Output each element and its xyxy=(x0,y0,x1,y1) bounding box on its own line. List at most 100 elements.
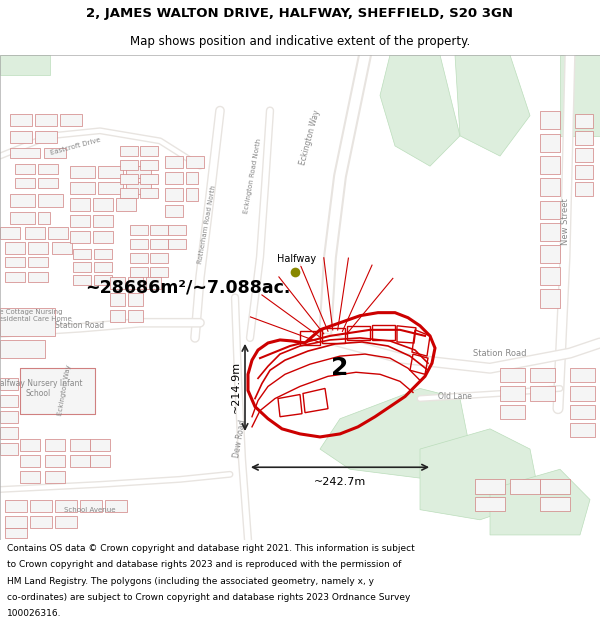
Bar xyxy=(130,253,148,263)
Text: HM Land Registry. The polygons (including the associated geometry, namely x, y: HM Land Registry. The polygons (includin… xyxy=(7,576,374,586)
Bar xyxy=(500,368,525,382)
Bar xyxy=(38,194,63,206)
Text: Eastcroft Drive: Eastcroft Drive xyxy=(49,136,101,156)
Bar xyxy=(48,227,68,239)
Bar xyxy=(70,214,90,227)
Text: 2: 2 xyxy=(331,356,349,380)
Bar xyxy=(10,194,35,206)
Bar xyxy=(20,455,40,468)
Polygon shape xyxy=(455,55,530,156)
Polygon shape xyxy=(560,55,600,136)
Bar xyxy=(165,156,183,168)
Bar xyxy=(128,278,143,289)
Bar xyxy=(60,114,82,126)
Bar xyxy=(98,166,123,178)
Text: Rotherham Road North: Rotherham Road North xyxy=(197,185,217,264)
Bar xyxy=(540,245,560,263)
Text: Rose Cottage Nursing
and Residental Care Home: Rose Cottage Nursing and Residental Care… xyxy=(0,309,71,322)
Bar xyxy=(540,222,560,241)
Bar xyxy=(70,166,95,178)
Bar xyxy=(0,308,55,336)
Bar xyxy=(120,188,138,199)
Bar xyxy=(0,443,18,455)
Bar xyxy=(30,516,52,528)
Bar xyxy=(38,164,58,174)
Text: School Avenue: School Avenue xyxy=(64,507,116,512)
Bar xyxy=(28,257,48,268)
Bar xyxy=(30,499,52,512)
Bar xyxy=(146,278,161,289)
Bar xyxy=(570,422,595,437)
Bar xyxy=(500,404,525,419)
Text: Eckington Way: Eckington Way xyxy=(298,109,322,166)
Bar xyxy=(52,242,72,254)
Bar xyxy=(126,166,151,178)
Bar xyxy=(570,386,595,401)
Text: Station Road: Station Road xyxy=(55,321,104,330)
Bar xyxy=(5,499,27,512)
Text: 2, JAMES WALTON DRIVE, HALFWAY, SHEFFIELD, S20 3GN: 2, JAMES WALTON DRIVE, HALFWAY, SHEFFIEL… xyxy=(86,8,514,20)
Bar xyxy=(570,404,595,419)
Bar xyxy=(168,225,186,235)
Text: ~28686m²/~7.088ac.: ~28686m²/~7.088ac. xyxy=(85,278,290,296)
Bar xyxy=(38,212,50,224)
Bar xyxy=(0,427,18,439)
Bar xyxy=(540,134,560,152)
Bar xyxy=(5,257,25,268)
Bar xyxy=(10,114,32,126)
Bar xyxy=(110,309,125,322)
Bar xyxy=(93,214,113,227)
Bar xyxy=(475,496,505,511)
Bar xyxy=(0,411,18,422)
Bar xyxy=(510,479,540,494)
Bar xyxy=(130,268,148,278)
Bar xyxy=(70,455,90,468)
Bar xyxy=(38,178,58,188)
Bar xyxy=(540,268,560,286)
Bar xyxy=(120,160,138,170)
Bar xyxy=(186,188,198,201)
Bar xyxy=(570,368,595,382)
Bar xyxy=(10,212,35,224)
Bar xyxy=(540,156,560,174)
Bar xyxy=(165,204,183,217)
Text: Station Road: Station Road xyxy=(473,349,527,358)
Bar xyxy=(116,199,136,211)
Bar xyxy=(110,278,125,289)
Bar xyxy=(575,165,593,179)
Bar xyxy=(28,242,48,254)
Text: Old Lane: Old Lane xyxy=(438,392,472,401)
Bar xyxy=(186,156,204,168)
Bar xyxy=(73,262,91,272)
Bar xyxy=(150,253,168,263)
Bar xyxy=(128,309,143,322)
Bar xyxy=(126,182,151,194)
Polygon shape xyxy=(0,55,50,75)
Bar xyxy=(15,164,35,174)
Bar xyxy=(20,368,95,414)
Bar xyxy=(45,471,65,483)
Bar xyxy=(55,499,77,512)
Bar xyxy=(168,239,186,249)
Bar xyxy=(120,146,138,156)
Text: Dew Road: Dew Road xyxy=(232,419,248,459)
Bar xyxy=(0,378,18,391)
Bar xyxy=(575,182,593,196)
Text: Eckington Road North: Eckington Road North xyxy=(244,138,263,214)
Bar xyxy=(540,479,570,494)
Bar xyxy=(5,516,27,528)
Bar xyxy=(130,239,148,249)
Bar xyxy=(500,386,525,401)
Polygon shape xyxy=(320,388,470,479)
Bar xyxy=(94,249,112,259)
Bar xyxy=(0,227,20,239)
Bar xyxy=(70,231,90,243)
Bar xyxy=(575,114,593,128)
Bar xyxy=(540,111,560,129)
Text: Eckington Way: Eckington Way xyxy=(58,364,73,416)
Bar xyxy=(540,178,560,196)
Polygon shape xyxy=(490,469,590,535)
Bar xyxy=(73,249,91,259)
Bar xyxy=(128,294,143,306)
Bar xyxy=(20,368,95,414)
